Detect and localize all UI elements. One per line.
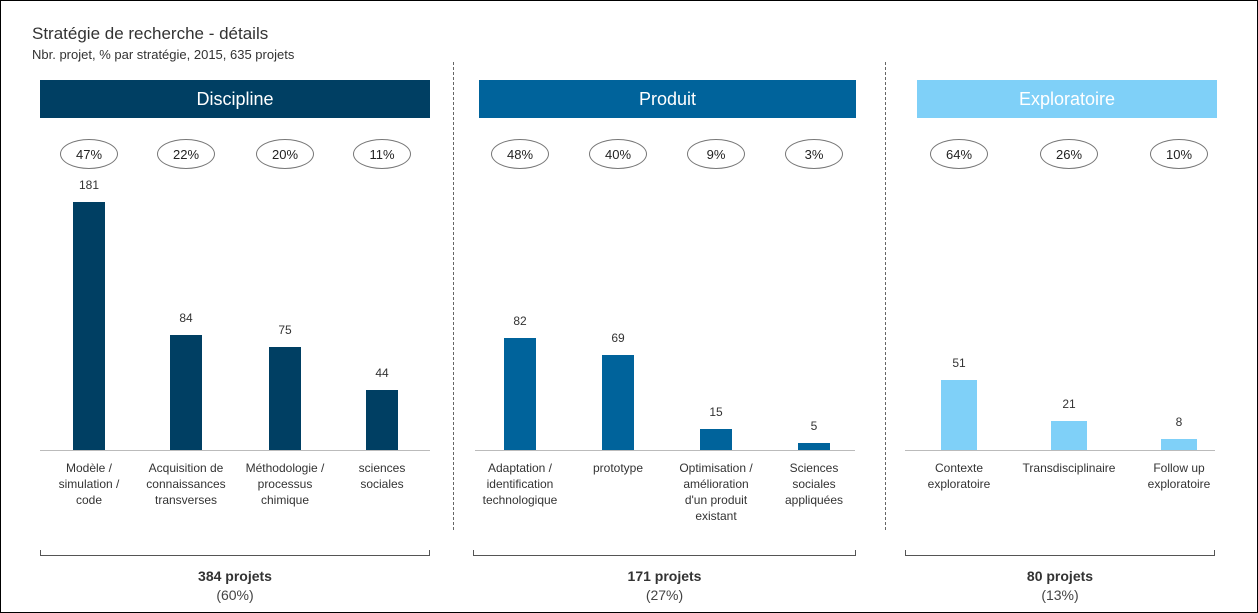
percentage-pill: 64% [930, 139, 988, 169]
total-bracket [473, 550, 856, 556]
category-label: Follow up exploratoire [1147, 461, 1211, 491]
data-label: 51 [952, 356, 966, 371]
category-label: Acquisition de connaissances transverses [146, 461, 226, 507]
data-label: 69 [611, 331, 625, 346]
category-label: prototype [592, 461, 644, 475]
panel-total-percentage: (13%) [1041, 587, 1079, 603]
percentage-pill: 10% [1150, 139, 1208, 169]
category-label: Transdisciplinaire [1022, 461, 1116, 475]
bar [602, 355, 634, 450]
bar [366, 389, 398, 450]
panel-total: 384 projets [198, 568, 272, 584]
category-label: Contexte exploratoire [927, 461, 991, 491]
data-label: 8 [1175, 415, 1183, 430]
percentage-pill: 20% [256, 139, 314, 169]
percentage-pill: 11% [353, 139, 411, 169]
percentage-pill: 3% [785, 139, 843, 169]
bar [504, 337, 536, 450]
percentage-pill: 26% [1040, 139, 1098, 169]
percentage-pill: 48% [491, 139, 549, 169]
percentage-pill: 9% [687, 139, 745, 169]
percentage-pill: 22% [157, 139, 215, 169]
bar [798, 443, 830, 450]
bar [269, 347, 301, 450]
x-axis [905, 450, 1215, 451]
bar [700, 429, 732, 450]
panel-header: Discipline [40, 80, 430, 118]
x-axis [475, 450, 855, 451]
panel-header: Produit [479, 80, 856, 118]
data-label: 82 [513, 313, 527, 328]
data-label: 181 [78, 178, 100, 192]
panel-divider [453, 62, 454, 530]
data-label: 15 [709, 405, 723, 420]
panel-total-percentage: (60%) [216, 587, 254, 603]
bar [73, 202, 105, 450]
total-bracket [40, 550, 430, 556]
percentage-pill: 40% [589, 139, 647, 169]
data-label: 75 [278, 323, 292, 338]
panel-divider [885, 62, 886, 530]
data-label: 5 [810, 419, 818, 434]
data-label: 84 [179, 310, 193, 325]
panel-header: Exploratoire [917, 80, 1217, 118]
bar [941, 380, 977, 450]
category-label: Modèle / simulation / code [58, 461, 120, 507]
bar [1161, 439, 1197, 450]
panel-total: 80 projets [1026, 568, 1094, 584]
bar [1051, 421, 1087, 450]
total-bracket [905, 550, 1215, 556]
category-label: Sciences sociales appliquées [784, 461, 844, 507]
category-label: Optimisation / amélioration d'un produit… [679, 461, 753, 523]
category-label: sciences sociales [358, 461, 406, 491]
x-axis [40, 450, 430, 451]
category-label: Méthodologie / processus chimique [245, 461, 325, 507]
data-label: 21 [1062, 397, 1076, 412]
panel-total: 171 projets [627, 568, 702, 584]
panel-total-percentage: (27%) [645, 587, 684, 603]
percentage-pill: 47% [60, 139, 118, 169]
data-label: 44 [375, 365, 389, 380]
category-label: Adaptation / identification technologiqu… [482, 461, 558, 507]
bar [170, 334, 202, 450]
chart-title: Stratégie de recherche - détails [32, 24, 269, 43]
chart-subtitle: Nbr. projet, % par stratégie, 2015, 635 … [32, 47, 295, 62]
